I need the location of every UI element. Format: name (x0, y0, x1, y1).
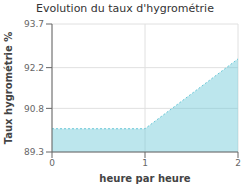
svg-text:heure par heure: heure par heure (99, 173, 190, 184)
svg-text:2: 2 (235, 158, 241, 168)
svg-text:90.8: 90.8 (24, 104, 44, 114)
svg-text:Taux hygrométrie %: Taux hygrométrie % (8, 32, 14, 145)
svg-text:93.7: 93.7 (24, 19, 44, 29)
svg-text:0: 0 (49, 158, 55, 168)
html-text:Evolution du taux d'hygrométri: Evolution du taux d'hygrométrie (36, 2, 214, 15)
svg-text:1: 1 (142, 158, 148, 168)
svg-text:89.3: 89.3 (24, 147, 44, 157)
svg-text:92.2: 92.2 (24, 63, 44, 73)
